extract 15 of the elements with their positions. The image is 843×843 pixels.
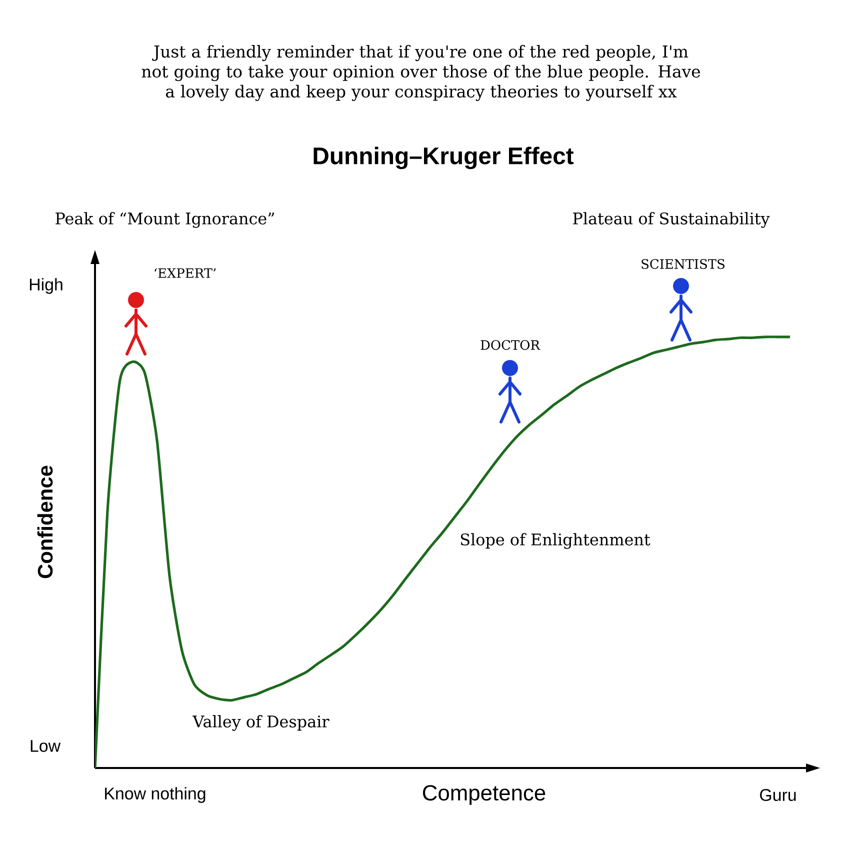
annotation: Slope of Enlightenment [460, 533, 650, 549]
chart-title: Dunning–Kruger Effect [314, 146, 574, 170]
text: Know nothing [105, 787, 206, 803]
text: Just a friendly reminder that if you're one of the red people, I'm not going to take your opinion over those of the blue people. Have a lovely day and keep your conspiracy theories to yourself xx [142, 45, 700, 101]
text: ‘EXPERT’ [154, 268, 216, 278]
x-axis-title: Competence [422, 785, 546, 805]
text: SCIENTISTS [642, 259, 724, 269]
y-axis-title: Confidence [37, 466, 53, 578]
text: Peak of “Mount Ignorance” [56, 212, 274, 228]
annotation: Valley of Despair [192, 715, 330, 731]
annotation: DOCTOR [480, 340, 540, 350]
text: High [30, 278, 62, 294]
text: Plateau of Sustainability [573, 212, 770, 228]
text: Guru [760, 789, 796, 801]
text: Low [30, 740, 61, 752]
